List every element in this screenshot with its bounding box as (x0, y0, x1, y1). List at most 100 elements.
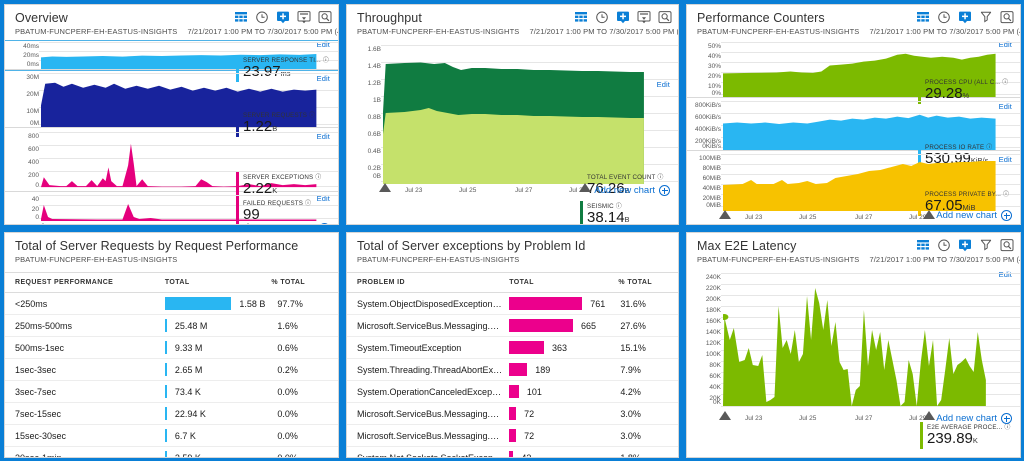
tiles-icon[interactable] (234, 10, 248, 24)
y-tick: 0M (29, 120, 39, 127)
table-row[interactable]: System.Threading.ThreadAbortException a.… (347, 358, 678, 381)
edit-link[interactable]: Edit (998, 40, 1012, 49)
edit-link[interactable]: Edit (316, 74, 330, 83)
table-row[interactable]: Microsoft.ServiceBus.Messaging.Amqp.Am..… (347, 314, 678, 337)
pin-add-icon[interactable] (616, 10, 630, 24)
area-series (723, 270, 994, 412)
column-header-pct-total[interactable]: % TOTAL (618, 272, 678, 293)
y-tick: 60MiB (702, 175, 721, 182)
add-new-chart-button[interactable]: Add new chart (594, 185, 670, 196)
info-icon[interactable]: ⓘ (315, 175, 322, 181)
info-icon[interactable]: ⓘ (322, 58, 330, 64)
range-handle-start[interactable] (719, 210, 731, 219)
search-area-icon[interactable] (1000, 10, 1014, 24)
table-row[interactable]: System.TimeoutException 363 15.1% (347, 336, 678, 359)
info-icon[interactable]: ⓘ (1003, 192, 1010, 198)
info-icon[interactable]: ⓘ (657, 175, 664, 181)
row-label: 500ms-1sec (5, 336, 165, 359)
pin-add-icon[interactable] (958, 10, 972, 24)
edit-link[interactable]: Edit (998, 155, 1012, 164)
info-icon[interactable]: ⓘ (1002, 80, 1009, 86)
range-handle-start[interactable] (719, 411, 731, 420)
info-icon[interactable]: ⓘ (309, 113, 316, 119)
clock-icon[interactable] (255, 10, 269, 24)
clock-icon[interactable] (937, 10, 951, 24)
table-row[interactable]: 15sec-30sec 6.7 K 0.0% (5, 424, 338, 447)
pin-add-icon[interactable] (276, 10, 290, 24)
edit-link[interactable]: Edit (316, 194, 330, 203)
range-handle-start[interactable] (37, 223, 49, 224)
table-row[interactable]: Microsoft.ServiceBus.Messaging.Amqp.Am..… (347, 424, 678, 447)
column-header-total[interactable]: TOTAL (164, 272, 272, 293)
clock-icon[interactable] (937, 238, 951, 252)
y-tick: 80MiB (702, 165, 721, 172)
add-new-chart-label: Add new chart (594, 185, 655, 196)
column-header-pct-total[interactable]: % TOTAL (271, 272, 338, 293)
y-tick: 100MiB (698, 155, 721, 162)
table-row[interactable]: System.ObjectDisposedException at Syste.… (347, 292, 678, 315)
legend-item-total: TOTAL EVENT COUNT ⓘ 76.26B (580, 172, 674, 199)
area-series (41, 193, 322, 224)
clock-icon[interactable] (595, 10, 609, 24)
tiles-icon[interactable] (916, 10, 930, 24)
row-percent: 97.7% (271, 292, 338, 315)
row-label: 7sec-15sec (5, 402, 165, 425)
range-handle-end[interactable] (923, 411, 935, 420)
y-tick: 1.2B (367, 80, 381, 87)
column-header-problem-id[interactable]: PROBLEM ID (347, 272, 510, 293)
row-bar-and-total: 6.7 K (164, 424, 272, 447)
x-tick: Jul 25 (799, 214, 817, 221)
legend-server-requests: SERVER REQUESTS ⓘ 1.22B (236, 110, 332, 139)
edit-link[interactable]: Edit (316, 40, 330, 49)
column-header-total[interactable]: TOTAL (509, 272, 619, 293)
throughput-header: Throughput PBATUM-FUNCPERF-EH-EASTUS-INS… (347, 5, 678, 38)
server-exceptions-table: PROBLEM ID TOTAL % TOTAL System.ObjectDi… (347, 272, 678, 457)
table-row[interactable]: 3sec-7sec 73.4 K 0.0% (5, 380, 338, 403)
row-bar-and-total: 22.94 K (164, 402, 272, 425)
table-row[interactable]: 1sec-3sec 2.65 M 0.2% (5, 358, 338, 381)
search-area-icon[interactable] (1000, 238, 1014, 252)
add-new-chart-button[interactable]: Add new chart (254, 223, 330, 224)
edit-link[interactable]: Edit (998, 102, 1012, 111)
range-handle-end[interactable] (242, 223, 254, 224)
chart-server-exceptions: Edit 800 600 400 200 0 SERVER EXCEPTI (5, 130, 338, 199)
info-icon[interactable]: ⓘ (305, 201, 312, 207)
table-row[interactable]: 30sec-1min 2.59 K 0.0% (5, 446, 338, 457)
table-row[interactable]: 7sec-15sec 22.94 K 0.0% (5, 402, 338, 425)
table-row[interactable]: 250ms-500ms 25.48 M 1.6% (5, 314, 338, 337)
tiles-icon[interactable] (574, 10, 588, 24)
max-e2e-latency-charts: Edit 240K 220K 200K 180K 160K 140K 120K … (687, 270, 1020, 449)
x-tick: Jul 25 (459, 187, 477, 194)
y-tick: 20% (707, 73, 721, 80)
legend-unit: % (962, 91, 970, 100)
row-label: 1sec-3sec (5, 358, 165, 381)
range-handle-start[interactable] (379, 183, 391, 192)
pin-add-icon[interactable] (958, 238, 972, 252)
row-bar (164, 407, 167, 420)
tiles-icon[interactable] (916, 238, 930, 252)
pin-icon[interactable] (637, 10, 651, 24)
range-handle-end[interactable] (579, 183, 591, 192)
table-row[interactable]: System.OperationCanceledException at Eve… (347, 380, 678, 403)
edit-link[interactable]: Edit (998, 270, 1012, 279)
search-area-icon[interactable] (318, 10, 332, 24)
y-tick: 100K (705, 351, 721, 358)
range-handle-end[interactable] (923, 210, 935, 219)
table-row[interactable]: Microsoft.ServiceBus.Messaging.Amqp.Am..… (347, 402, 678, 425)
row-percent: 1.8% (618, 446, 678, 457)
column-header-request-performance[interactable]: REQUEST PERFORMANCE (5, 272, 165, 293)
table-row[interactable]: System.Net.Sockets.SocketException at Mi… (347, 446, 678, 457)
filter-icon[interactable] (979, 10, 993, 24)
row-percent: 0.0% (271, 380, 338, 403)
table-row[interactable]: 500ms-1sec 9.33 M 0.6% (5, 336, 338, 359)
pin-icon[interactable] (297, 10, 311, 24)
add-new-chart-button[interactable]: Add new chart (936, 413, 1012, 424)
table-row[interactable]: <250ms 1.58 B 97.7% (5, 292, 338, 315)
filter-icon[interactable] (979, 238, 993, 252)
edit-link[interactable]: Edit (316, 132, 330, 141)
search-area-icon[interactable] (658, 10, 672, 24)
y-tick: 800 (28, 133, 39, 140)
add-new-chart-button[interactable]: Add new chart (936, 210, 1012, 221)
plus-circle-icon (1001, 210, 1012, 221)
edit-link[interactable]: Edit (656, 80, 670, 89)
